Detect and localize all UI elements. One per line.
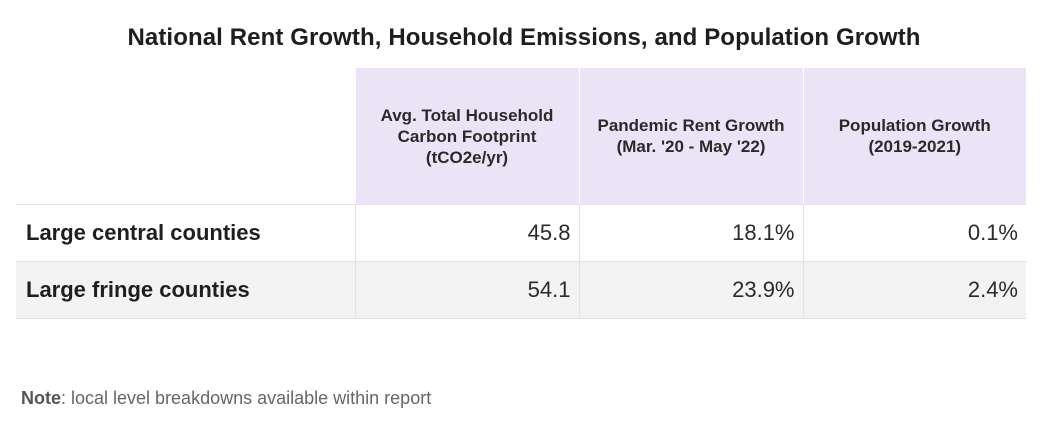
cell-rent-growth: 23.9%	[578, 261, 803, 319]
footnote-text: : local level breakdowns available withi…	[61, 388, 432, 408]
footnote-label: Note	[21, 388, 61, 408]
cell-carbon-footprint: 45.8	[354, 204, 579, 262]
header-corner-cell	[16, 68, 355, 205]
chart-title: National Rent Growth, Household Emission…	[127, 24, 921, 51]
cell-population-growth: 0.1%	[802, 204, 1026, 262]
table-row: Large central counties 45.8 18.1% 0.1%	[16, 204, 1026, 262]
cell-carbon-footprint: 54.1	[354, 261, 579, 319]
table-row: Large fringe counties 54.1 23.9% 2.4%	[16, 261, 1026, 319]
row-label: Large central counties	[16, 204, 355, 262]
data-table: Avg. Total Household Carbon Footprint (t…	[16, 68, 1026, 319]
row-label: Large fringe counties	[16, 261, 355, 319]
cell-population-growth: 2.4%	[802, 261, 1026, 319]
column-header-carbon-footprint: Avg. Total Household Carbon Footprint (t…	[354, 68, 579, 205]
column-header-rent-growth: Pandemic Rent Growth (Mar. '20 - May '22…	[578, 68, 803, 205]
cell-rent-growth: 18.1%	[578, 204, 803, 262]
column-header-population-growth: Population Growth (2019-2021)	[802, 68, 1026, 205]
footnote: Note: local level breakdowns available w…	[21, 388, 431, 409]
header-row: Avg. Total Household Carbon Footprint (t…	[16, 68, 1026, 205]
